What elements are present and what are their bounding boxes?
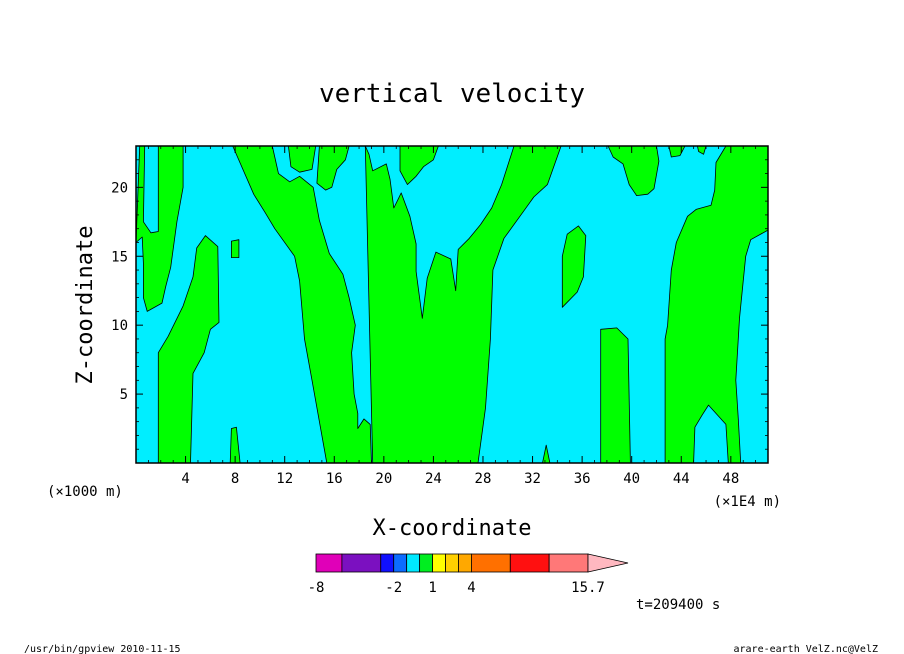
chart-title: vertical velocity (319, 79, 585, 109)
colorbar-label: 1 (428, 580, 436, 596)
contour-regions (135, 145, 769, 464)
x-unit-left: (×1000 m) (47, 484, 123, 500)
x-unit-right: (×1E4 m) (714, 494, 781, 510)
y-tick-label: 15 (111, 249, 128, 265)
x-tick-label: 40 (623, 471, 640, 487)
x-tick-label: 32 (524, 471, 541, 487)
time-annotation: t=209400 s (636, 597, 720, 613)
x-tick-label: 28 (475, 471, 492, 487)
x-axis-label: X-coordinate (373, 516, 532, 541)
colorbar-segment (419, 553, 433, 573)
x-tick-label: 8 (231, 471, 239, 487)
colorbar-segment (393, 553, 408, 573)
x-tick-label: 16 (326, 471, 343, 487)
y-tick-label: 10 (111, 318, 128, 334)
contour-region-7 (316, 145, 350, 191)
colorbar-segment (406, 553, 421, 573)
colorbar-segment (548, 553, 589, 573)
y-tick-label: 5 (120, 387, 128, 403)
contour-region-12 (600, 327, 631, 464)
contour-region-1 (135, 145, 184, 312)
colorbar-segment (458, 553, 472, 573)
contour-region-2 (157, 235, 220, 464)
colorbar-segment (432, 553, 446, 573)
y-axis-label: Z-coordinate (73, 226, 98, 385)
x-tick-label: 48 (722, 471, 739, 487)
x-tick-label: 12 (276, 471, 293, 487)
contour-region-16 (664, 145, 769, 464)
colorbar-label: -8 (308, 580, 325, 596)
x-tick-label: 36 (574, 471, 591, 487)
footer-right: arare-earth_VelZ.nc@VelZ (734, 644, 879, 654)
x-tick-label: 20 (375, 471, 392, 487)
colorbar-segment (509, 553, 550, 573)
contour-region-8 (364, 145, 562, 464)
colorbar-label: -2 (385, 580, 402, 596)
colorbar-segment (380, 553, 395, 573)
colorbar-segment (315, 553, 343, 573)
colorbar-labels: -8 -2 1 4 15.7 (308, 580, 605, 596)
contour-region-11 (561, 225, 587, 308)
contour-region-13 (607, 145, 660, 197)
colorbar (315, 553, 629, 573)
colorbar-arrow (587, 553, 629, 573)
footer-left: /usr/bin/gpview 2010-11-15 (24, 644, 181, 654)
contour-region-3 (230, 239, 240, 259)
colorbar-segment (445, 553, 459, 573)
contour-region-9 (399, 145, 439, 186)
colorbar-segment (341, 553, 382, 573)
colorbar-label: 4 (467, 580, 475, 596)
x-tick-label: 4 (181, 471, 189, 487)
x-tick-label: 24 (425, 471, 442, 487)
colorbar-label: 15.7 (571, 580, 605, 596)
colorbar-segment (471, 553, 511, 573)
x-ticks: 4 8 12 16 20 24 28 32 36 40 44 48 (147, 146, 757, 487)
x-tick-label: 44 (673, 471, 690, 487)
plot-frame (135, 145, 769, 464)
y-tick-label: 20 (111, 180, 128, 196)
y-ticks: 5 10 15 20 (111, 159, 768, 450)
contour-region-5 (232, 145, 372, 464)
